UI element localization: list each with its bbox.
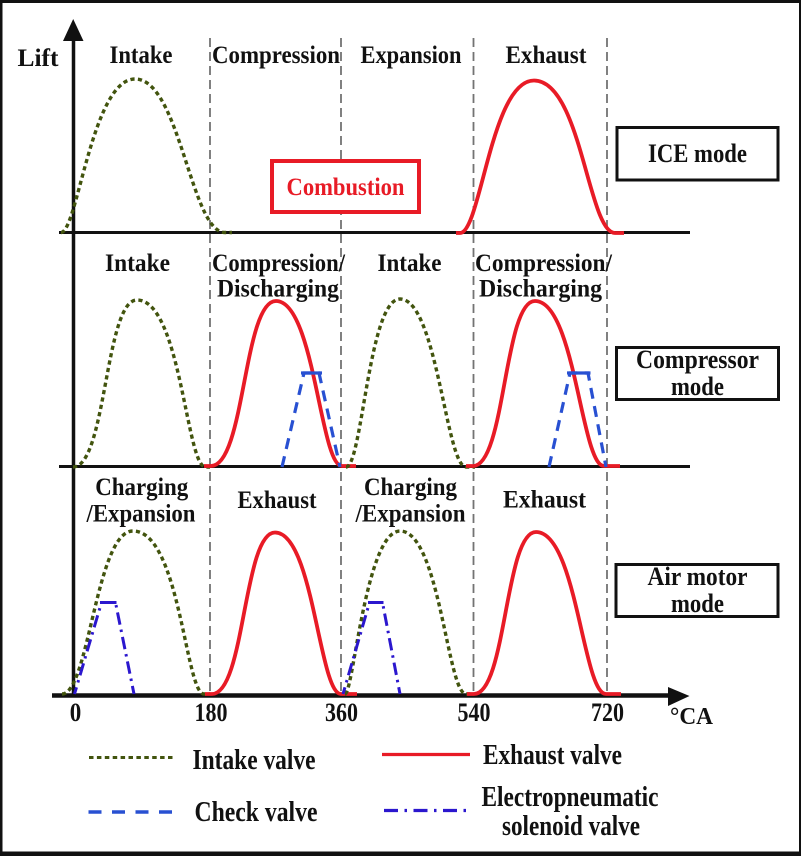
svg-text:Charging: Charging <box>95 474 188 501</box>
svg-text:Compressor: Compressor <box>636 345 759 374</box>
svg-text:180: 180 <box>195 698 228 727</box>
svg-text:Discharging: Discharging <box>479 276 602 303</box>
svg-text:Check valve: Check valve <box>195 797 318 828</box>
svg-text:Charging: Charging <box>364 474 457 501</box>
svg-text:360: 360 <box>325 698 358 727</box>
svg-text:Intake: Intake <box>105 250 170 277</box>
svg-text:Exhaust valve: Exhaust valve <box>483 740 622 771</box>
svg-text:Exhaust: Exhaust <box>503 487 587 514</box>
svg-text:Intake: Intake <box>378 250 442 277</box>
svg-text:/Expansion: /Expansion <box>355 501 466 528</box>
svg-text:Combustion: Combustion <box>287 174 405 201</box>
svg-text:720: 720 <box>591 698 624 727</box>
svg-text:Electropneumatic: Electropneumatic <box>482 782 659 813</box>
svg-text:solenoid valve: solenoid valve <box>502 811 640 842</box>
svg-text:Intake: Intake <box>110 42 173 69</box>
svg-text:Compression/: Compression/ <box>475 250 613 277</box>
svg-text:Expansion: Expansion <box>361 42 462 69</box>
svg-text:mode: mode <box>671 589 724 618</box>
svg-text:Compression/: Compression/ <box>212 250 346 277</box>
svg-text:Intake valve: Intake valve <box>193 745 316 776</box>
svg-text:0: 0 <box>70 698 82 727</box>
svg-text:/Expansion: /Expansion <box>86 501 196 528</box>
svg-text:Discharging: Discharging <box>217 276 339 303</box>
svg-text:°CA: °CA <box>670 704 714 730</box>
svg-text:ICE mode: ICE mode <box>648 139 747 168</box>
svg-text:Air motor: Air motor <box>648 562 748 591</box>
svg-text:Exhaust: Exhaust <box>506 42 588 69</box>
svg-text:Exhaust: Exhaust <box>238 487 318 514</box>
svg-text:mode: mode <box>671 372 724 401</box>
svg-text:540: 540 <box>458 698 491 727</box>
svg-text:Lift: Lift <box>18 43 60 72</box>
svg-text:Compression: Compression <box>212 42 340 69</box>
